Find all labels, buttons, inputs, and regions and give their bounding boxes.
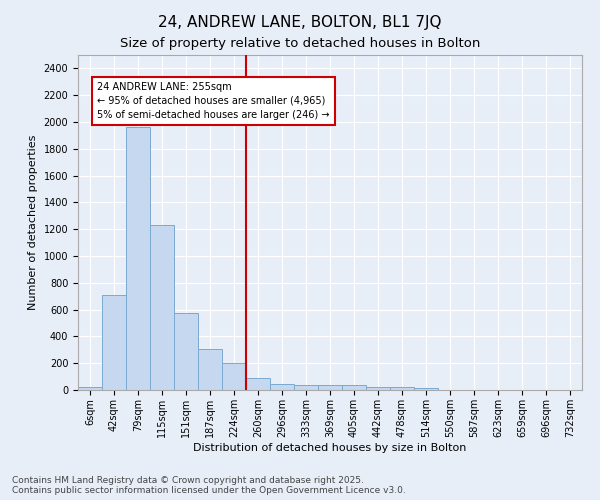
Text: Contains HM Land Registry data © Crown copyright and database right 2025.
Contai: Contains HM Land Registry data © Crown c…: [12, 476, 406, 495]
Text: Size of property relative to detached houses in Bolton: Size of property relative to detached ho…: [120, 38, 480, 51]
Bar: [174, 313, 198, 390]
Bar: [342, 386, 366, 390]
X-axis label: Distribution of detached houses by size in Bolton: Distribution of detached houses by size …: [193, 442, 467, 452]
Bar: [102, 295, 126, 390]
Bar: [390, 387, 414, 390]
Bar: [126, 128, 150, 390]
Bar: [294, 385, 318, 390]
Text: 24, ANDREW LANE, BOLTON, BL1 7JQ: 24, ANDREW LANE, BOLTON, BL1 7JQ: [158, 15, 442, 30]
Text: 24 ANDREW LANE: 255sqm
← 95% of detached houses are smaller (4,965)
5% of semi-d: 24 ANDREW LANE: 255sqm ← 95% of detached…: [97, 82, 330, 120]
Bar: [414, 388, 438, 390]
Bar: [78, 388, 102, 390]
Bar: [222, 362, 246, 390]
Bar: [366, 387, 390, 390]
Bar: [198, 349, 222, 390]
Bar: [318, 386, 342, 390]
Bar: [246, 378, 270, 390]
Y-axis label: Number of detached properties: Number of detached properties: [28, 135, 38, 310]
Bar: [270, 384, 294, 390]
Bar: [150, 224, 174, 390]
